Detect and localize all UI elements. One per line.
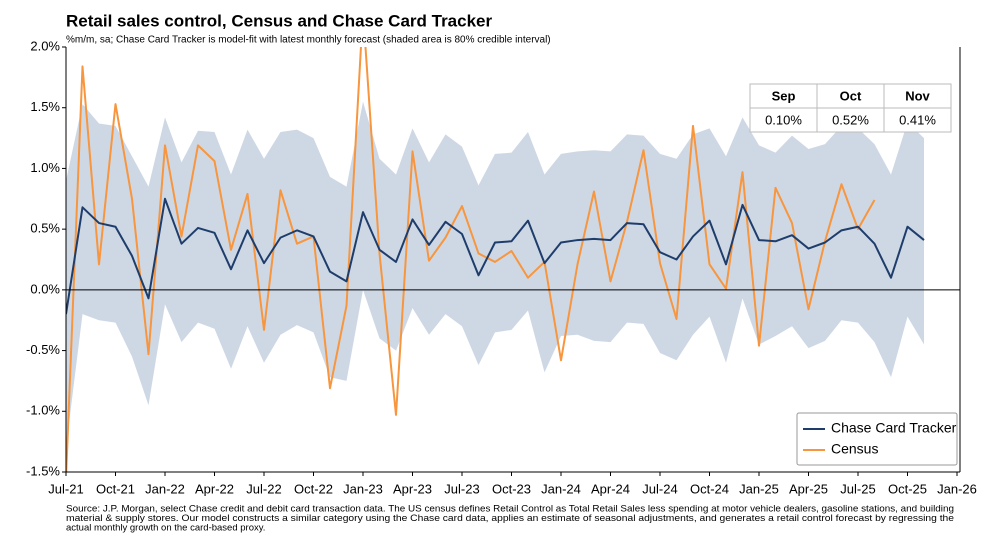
legend-label: Chase Card Tracker bbox=[831, 420, 957, 436]
y-tick-label: 1.5% bbox=[30, 99, 60, 114]
x-tick-label: Jul-23 bbox=[444, 481, 479, 496]
x-tick-label: Oct-22 bbox=[294, 481, 333, 496]
table-cell: 0.10% bbox=[765, 112, 802, 127]
x-tick-label: Jul-21 bbox=[48, 481, 83, 496]
series-line bbox=[66, 197, 925, 315]
x-tick-label: Oct-24 bbox=[690, 481, 729, 496]
y-tick-label: -1.0% bbox=[26, 403, 60, 418]
x-tick-label: Oct-25 bbox=[888, 481, 927, 496]
series-line bbox=[66, 47, 876, 472]
x-tick-label: Oct-23 bbox=[492, 481, 531, 496]
x-tick-label: Apr-25 bbox=[789, 481, 828, 496]
x-tick-label: Jan-25 bbox=[739, 481, 779, 496]
y-tick-label: 0.5% bbox=[30, 221, 60, 236]
chart-title: Retail sales control, Census and Chase C… bbox=[66, 11, 492, 30]
table-header: Nov bbox=[905, 88, 930, 103]
credible-band bbox=[66, 101, 924, 448]
table-cell: 0.52% bbox=[832, 112, 869, 127]
source-note: material & supply stores. Our model cons… bbox=[66, 513, 954, 524]
legend-box bbox=[796, 412, 958, 466]
y-tick-label: -1.5% bbox=[26, 463, 60, 478]
y-tick-label: 2.0% bbox=[30, 38, 60, 53]
x-tick-label: Jan-26 bbox=[937, 481, 977, 496]
x-tick-label: Jan-22 bbox=[145, 481, 185, 496]
x-tick-label: Apr-24 bbox=[591, 481, 630, 496]
x-tick-label: Jul-25 bbox=[840, 481, 875, 496]
y-tick-label: 0.0% bbox=[30, 281, 60, 296]
table-header: Oct bbox=[840, 88, 862, 103]
table-header: Sep bbox=[772, 88, 796, 103]
x-tick-label: Oct-21 bbox=[96, 481, 135, 496]
x-tick-label: Jan-24 bbox=[541, 481, 581, 496]
legend-label: Census bbox=[831, 441, 878, 457]
source-note: actual monthly growth on the card-based … bbox=[66, 523, 265, 534]
source-note: Source: J.P. Morgan, select Chase credit… bbox=[66, 504, 954, 515]
x-tick-label: Jul-22 bbox=[246, 481, 281, 496]
y-tick-label: -0.5% bbox=[26, 342, 60, 357]
table-cell: 0.41% bbox=[899, 112, 936, 127]
x-tick-label: Apr-22 bbox=[195, 481, 234, 496]
x-tick-label: Jul-24 bbox=[642, 481, 677, 496]
chart-subtitle: %m/m, sa; Chase Card Tracker is model-fi… bbox=[66, 35, 551, 46]
y-tick-label: 1.0% bbox=[30, 160, 60, 175]
x-tick-label: Jan-23 bbox=[343, 481, 383, 496]
x-tick-label: Apr-23 bbox=[393, 481, 432, 496]
